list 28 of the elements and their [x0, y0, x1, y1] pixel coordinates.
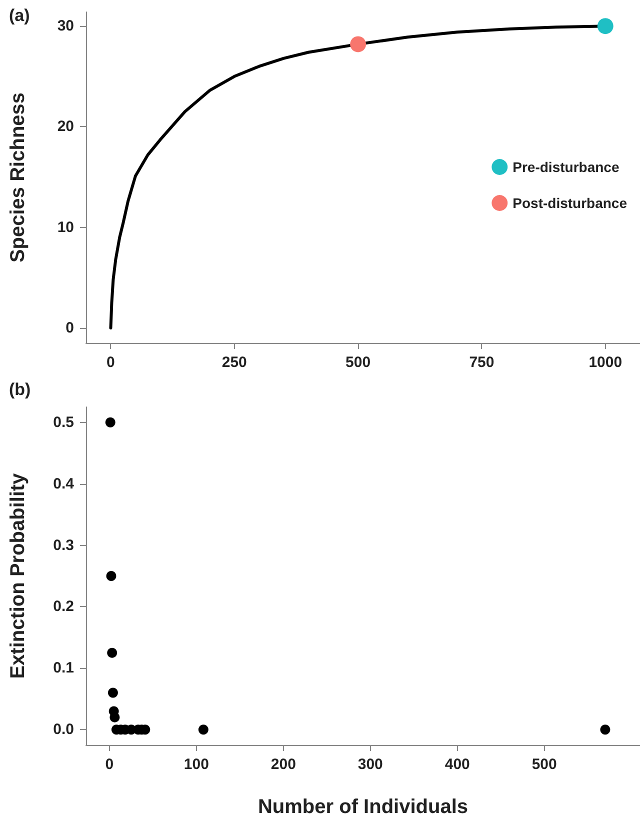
x-tick-label: 500 [346, 354, 371, 371]
legend-label: Pre-disturbance [512, 159, 620, 175]
y-axis-title: Extinction Probability [7, 472, 29, 679]
y-tick-label: 0.4 [53, 475, 75, 492]
chart-title: (a) [9, 6, 30, 25]
y-tick-label: 10 [57, 218, 74, 236]
y-tick-label: 20 [57, 118, 74, 136]
y-tick-label: 0.3 [53, 536, 74, 554]
x-tick-label: 500 [532, 756, 557, 773]
y-tick-label: 0 [66, 319, 74, 336]
x-tick-label: 250 [222, 354, 247, 371]
y-axis-title: Species Richness [7, 92, 29, 263]
x-tick-label: 1000 [588, 354, 622, 371]
y-tick-label: 0.2 [53, 598, 74, 616]
x-tick-label: 200 [270, 756, 296, 773]
x-tick-label: 0 [106, 354, 115, 371]
y-tick-label: 0.0 [53, 721, 74, 738]
x-axis-title: Number of Individuals [258, 796, 468, 818]
chart-title: (b) [9, 380, 31, 399]
x-tick-label: 300 [358, 756, 383, 773]
x-tick-label: 100 [184, 756, 209, 773]
x-tick-label: 0 [105, 756, 114, 773]
x-tick-label: 750 [469, 354, 494, 371]
y-tick-label: 0.1 [53, 660, 74, 677]
legend-label: Post-disturbance [512, 195, 628, 211]
x-tick-label: 400 [444, 756, 470, 773]
y-tick-label: 30 [57, 18, 74, 35]
y-tick-label: 0.5 [53, 414, 74, 431]
